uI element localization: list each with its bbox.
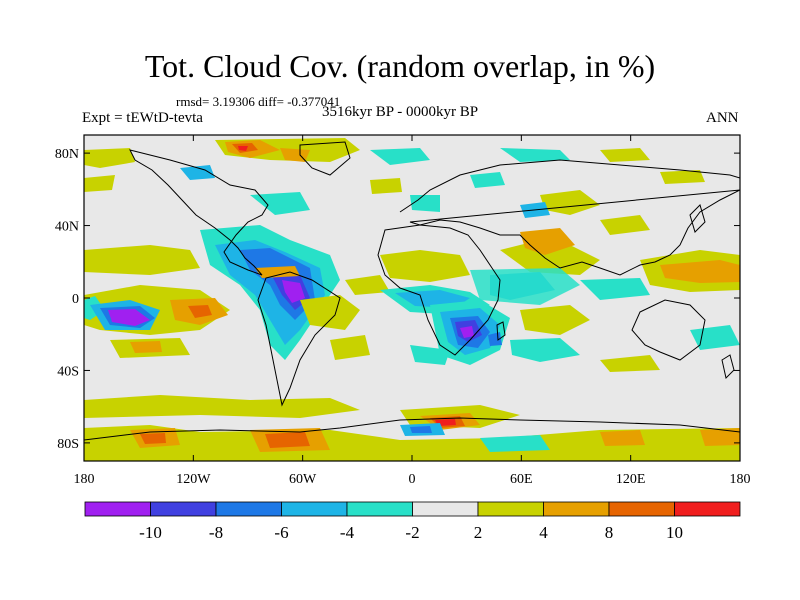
anomaly-patch (108, 309, 150, 326)
colorbar-label: -4 (340, 523, 355, 542)
anomaly-patch (380, 250, 470, 282)
anomaly-patch (255, 266, 300, 278)
anomaly-patch (188, 305, 212, 318)
anomaly-patch (180, 165, 215, 180)
anomaly-patch (480, 435, 550, 452)
colorbar-swatch (674, 501, 741, 517)
coastlines (84, 141, 740, 441)
colorbar-label: -10 (139, 523, 162, 542)
coastline-australia (631, 299, 706, 361)
anomaly-patch (580, 278, 650, 300)
anomaly-patch (140, 433, 166, 444)
anomaly-patch (282, 280, 305, 303)
anomaly-patch (84, 148, 135, 168)
coastline-south-america (257, 271, 341, 407)
colorbar-swatch (281, 501, 348, 517)
lon-label: 120E (616, 472, 646, 487)
anomaly-patch (250, 192, 310, 215)
colorbar-swatch (84, 501, 151, 517)
coastline-japan (689, 204, 706, 233)
rmsd-diff-stats: rmsd= 3.19306 diff= -0.377041 (176, 94, 341, 109)
anomaly-patch (700, 428, 740, 446)
colorbar: -10 -8 -6 -4 -2 2 4 8 10 (84, 501, 741, 542)
anomaly-patch (660, 170, 705, 184)
anomaly-patch (370, 178, 402, 194)
lat-label: 40N (55, 220, 79, 235)
colorbar-label: 4 (539, 523, 548, 542)
anomaly-patch (660, 260, 740, 283)
anomaly-patch (460, 326, 474, 338)
map-title: Tot. Cloud Cov. (random overlap, in %) (144, 48, 656, 84)
anomaly-patch (300, 295, 360, 330)
lon-label: 180 (730, 472, 751, 487)
anomaly-patch (238, 146, 248, 151)
anomaly-patch (470, 268, 580, 305)
coastline-eurasia (399, 159, 740, 276)
colorbar-swatch (150, 501, 217, 517)
anomaly-patch (500, 148, 570, 162)
anomaly-patch (84, 425, 740, 461)
anomaly-patch (488, 332, 502, 346)
colorbar-label: 8 (605, 523, 614, 542)
lat-label: 0 (72, 292, 79, 307)
lon-label: 120W (176, 472, 211, 487)
anomaly-patch (345, 275, 390, 295)
anomaly-patch (84, 245, 200, 275)
anomaly-patch (540, 190, 600, 215)
lon-label: 60W (289, 472, 317, 487)
colorbar-swatch (608, 501, 675, 517)
coastline-africa (377, 224, 501, 356)
anomaly-field (84, 138, 740, 461)
anomaly-patch (600, 148, 650, 162)
anomaly-patch (265, 432, 310, 448)
coastline-madagascar (496, 321, 506, 341)
lon-label: 180 (74, 472, 95, 487)
anomaly-patch (600, 430, 645, 446)
colorbar-swatch (477, 501, 544, 517)
colorbar-label: 10 (666, 523, 683, 542)
longitude-axis: 180 120W 60W 0 60E 120E 180 (74, 135, 751, 487)
coastline-north-america (129, 149, 269, 276)
experiment-label: Expt = tEWtD-tevta (82, 110, 203, 126)
lon-label: 0 (409, 472, 416, 487)
anomaly-patch (500, 240, 600, 275)
colorbar-label: -6 (274, 523, 288, 542)
anomaly-patch (370, 148, 430, 165)
anomaly-patch (470, 172, 505, 188)
colorbar-label: 2 (474, 523, 483, 542)
anomaly-patch (410, 345, 450, 365)
lat-label: 80S (57, 437, 79, 452)
anomaly-patch (84, 395, 360, 418)
anomaly-patch (600, 215, 650, 235)
coastline-antarctica (84, 417, 740, 441)
colorbar-swatch (543, 501, 610, 517)
anomaly-patch (410, 426, 432, 433)
colorbar-swatch (215, 501, 282, 517)
coastline-greenland (299, 141, 351, 176)
colorbar-label: -8 (209, 523, 223, 542)
anomaly-patch (280, 148, 310, 162)
colorbar-swatch (412, 501, 479, 517)
anomaly-patch (130, 341, 162, 353)
anomaly-patch (330, 335, 370, 360)
anomaly-patch (84, 175, 115, 192)
latitude-axis: 80N 40N 0 40S 80S (55, 147, 740, 452)
anomaly-patch (600, 355, 660, 372)
lat-label: 40S (57, 364, 79, 379)
anomaly-patch (410, 195, 440, 212)
anomaly-patch (510, 338, 580, 362)
anomaly-patch (520, 305, 590, 335)
colorbar-label: -2 (405, 523, 419, 542)
period-label: 3516kyr BP - 0000kyr BP (322, 104, 479, 120)
season-label: ANN (706, 110, 739, 126)
colorbar-swatch (346, 501, 413, 517)
lon-label: 60E (510, 472, 533, 487)
lat-label: 80N (55, 147, 79, 162)
